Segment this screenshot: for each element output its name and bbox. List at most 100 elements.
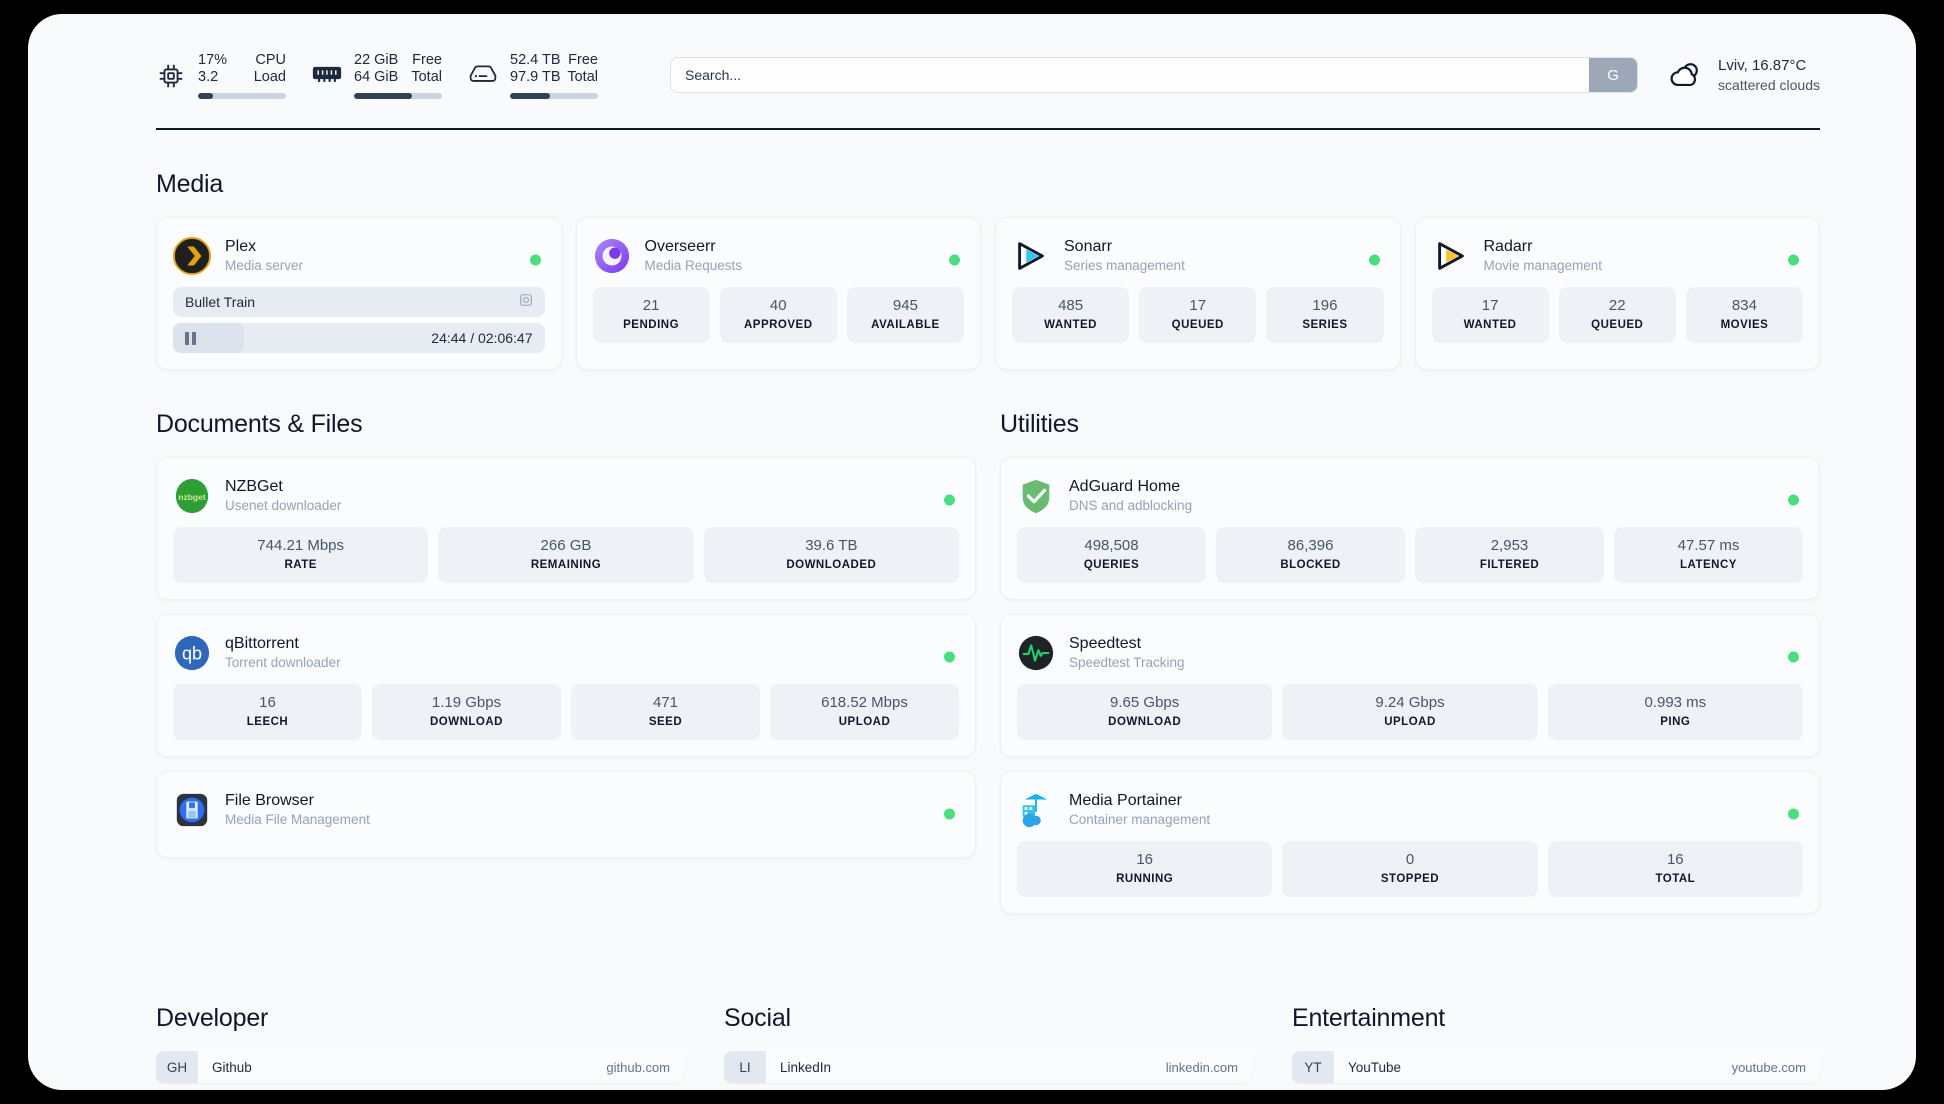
- stat-label: STOPPED: [1380, 873, 1440, 885]
- header-divider: [156, 128, 1820, 130]
- service-card-adguard-home[interactable]: AdGuard Home DNS and adblocking 498,508 QUE…: [1000, 457, 1820, 600]
- service-card-qbittorrent[interactable]: qb qBittorrent Torrent downloader 16 LEECH 1.…: [156, 614, 976, 757]
- resource-label-bottom: Total: [567, 68, 598, 85]
- stat-tile: 1.19 Gbps DOWNLOAD: [372, 684, 561, 740]
- service-name: AdGuard Home: [1069, 478, 1181, 495]
- sonarr-icon: [1012, 237, 1050, 275]
- stat-label: AVAILABLE: [871, 319, 940, 331]
- search-provider-button[interactable]: G: [1589, 58, 1638, 92]
- stat-tile: 40 APPROVED: [719, 287, 837, 343]
- service-stats-row: 21 PENDING 40 APPROVED 945 AVAILABLE: [592, 287, 965, 343]
- stat-tile: 196 SERIES: [1266, 287, 1384, 343]
- resource-widget-cpu: 17% 3.2 CPU Load: [156, 52, 286, 99]
- bookmark-name: LinkedIn: [780, 1059, 832, 1075]
- cast-icon[interactable]: [519, 293, 533, 312]
- service-card-media-portainer[interactable]: Media Portainer Container management 16 RUN…: [1000, 771, 1820, 914]
- stat-tile: 39.6 TB DOWNLOADED: [703, 527, 959, 583]
- service-card-nzbget[interactable]: nzbget NZBGet Usenet downloader 744.21 Mbps…: [156, 457, 976, 600]
- svg-text:nzbget: nzbget: [178, 491, 206, 501]
- stat-value: 471: [652, 694, 679, 711]
- status-indicator-dot: [1788, 651, 1799, 662]
- service-description: Container management: [1069, 812, 1211, 827]
- status-indicator-dot: [1788, 808, 1799, 819]
- bookmark-url: linkedin.com: [1165, 1059, 1238, 1075]
- bookmark-item[interactable]: GH Github github.com: [156, 1051, 684, 1083]
- now-playing-time: 24:44 / 02:06:47: [431, 330, 533, 346]
- cpu-icon: [156, 61, 186, 91]
- resource-value-top: 17%: [198, 51, 228, 68]
- service-name: File Browser: [225, 792, 314, 809]
- bookmarks-grid: DeveloperGHGithubgithub.comSOStackOverfl…: [156, 964, 1820, 1090]
- status-indicator-dot: [1788, 494, 1799, 505]
- stat-tile: 485 WANTED: [1012, 287, 1130, 343]
- service-name: Radarr: [1483, 238, 1533, 255]
- service-card-radarr[interactable]: Radarr Movie management 17 WANTED 22 QUEUED 83…: [1414, 217, 1820, 370]
- bookmark-group: DeveloperGHGithubgithub.comSOStackOverfl…: [156, 964, 684, 1090]
- main-content: Media Plex Media server Bullet Train 24:44 …: [28, 170, 1916, 1090]
- stat-value: 22: [1608, 297, 1626, 314]
- nzbget-icon: nzbget: [173, 477, 211, 515]
- stat-tile: 16 LEECH: [173, 684, 362, 740]
- service-name: Sonarr: [1064, 238, 1113, 255]
- bookmark-item[interactable]: YT YouTube youtube.com: [1292, 1051, 1820, 1083]
- adguard-icon: [1017, 477, 1055, 515]
- plex-icon: [173, 236, 211, 275]
- resource-label-bottom: Total: [411, 68, 442, 85]
- stat-tile: 618.52 Mbps UPLOAD: [770, 684, 959, 740]
- now-playing-progress[interactable]: 24:44 / 02:06:47: [173, 323, 545, 353]
- stat-tile: 22 QUEUED: [1558, 287, 1676, 343]
- now-playing-title: Bullet Train: [185, 294, 256, 310]
- stat-value: 16: [259, 694, 276, 711]
- service-name: NZBGet: [225, 478, 283, 495]
- stat-value: 21: [642, 297, 660, 314]
- service-description: Media Requests: [644, 258, 743, 273]
- service-card-header: qb qBittorrent Torrent downloader: [173, 629, 959, 684]
- section-title-utilities: Utilities: [1000, 410, 1079, 438]
- weather-location-temp: Lviv, 16.87°C: [1718, 56, 1807, 74]
- service-card-overseerr[interactable]: Overseerr Media Requests 21 PENDING 40 APPROV…: [575, 217, 981, 370]
- resource-value-top: 52.4 TB: [510, 51, 561, 68]
- service-name: Media Portainer: [1069, 792, 1182, 809]
- stat-label: TOTAL: [1655, 873, 1696, 885]
- service-stats-row: 16 RUNNING 0 STOPPED 16 TOTAL: [1017, 841, 1803, 897]
- media-card-grid: Plex Media server Bullet Train 24:44 / 02:0…: [156, 217, 1820, 370]
- pause-icon[interactable]: [185, 331, 196, 345]
- resource-widget-disk: 52.4 TB 97.9 TB Free Total: [468, 52, 598, 99]
- bookmark-group-title: Social: [724, 1004, 791, 1032]
- stat-label: PING: [1660, 716, 1691, 728]
- service-card-header: AdGuard Home DNS and adblocking: [1017, 472, 1803, 527]
- bookmark-url: github.com: [606, 1059, 670, 1075]
- stat-tile: 266 GB REMAINING: [438, 527, 694, 583]
- stat-tile: 2,953 FILTERED: [1415, 527, 1604, 583]
- status-indicator-dot: [1368, 254, 1380, 265]
- stat-label: RATE: [284, 559, 317, 571]
- stat-label: WANTED: [1463, 319, 1517, 331]
- stat-label: PENDING: [623, 319, 680, 331]
- search-bar[interactable]: G: [670, 57, 1639, 93]
- service-stats-row: 498,508 QUERIES 86,396 BLOCKED 2,953 FILTERED…: [1017, 527, 1803, 583]
- stat-tile: 471 SEED: [571, 684, 760, 740]
- portainer-icon: [1017, 791, 1055, 829]
- stat-value: 17: [1189, 297, 1207, 314]
- service-card-plex[interactable]: Plex Media server Bullet Train 24:44 / 02:0…: [156, 217, 562, 370]
- stat-value: 16: [1666, 851, 1684, 868]
- service-card-header: Overseerr Media Requests: [593, 232, 965, 287]
- stat-value: 47.57 ms: [1677, 537, 1740, 554]
- utilities-card-stack: AdGuard Home DNS and adblocking 498,508 QUE…: [1000, 457, 1820, 914]
- search-input[interactable]: [671, 58, 1590, 92]
- bookmark-item[interactable]: LI LinkedIn linkedin.com: [724, 1051, 1252, 1083]
- stat-label: SEED: [648, 716, 683, 728]
- stat-label: QUEUED: [1591, 319, 1644, 331]
- weather-widget: Lviv, 16.87°C scattered clouds: [1668, 56, 1820, 95]
- resource-value-bottom: 3.2: [198, 68, 219, 85]
- now-playing-panel: Bullet Train 24:44 / 02:06:47: [173, 287, 545, 353]
- bookmark-name: YouTube: [1348, 1059, 1402, 1075]
- service-card-speedtest[interactable]: Speedtest Speedtest Tracking 9.65 Gbps DOWN…: [1000, 614, 1820, 757]
- service-stats-row: 744.21 Mbps RATE 266 GB REMAINING 39.6 TB DOW…: [173, 527, 959, 583]
- service-card-sonarr[interactable]: Sonarr Series management 485 WANTED 17 QUEUED…: [995, 217, 1401, 370]
- overseerr-icon: [593, 237, 631, 275]
- bookmark-name: Github: [212, 1059, 252, 1075]
- stat-label: SERIES: [1302, 319, 1348, 331]
- bookmark-list: YTYouTubeyoutube.comNFNetflixnetflix.com…: [1292, 1051, 1820, 1090]
- service-card-file-browser[interactable]: File Browser Media File Management: [156, 771, 976, 858]
